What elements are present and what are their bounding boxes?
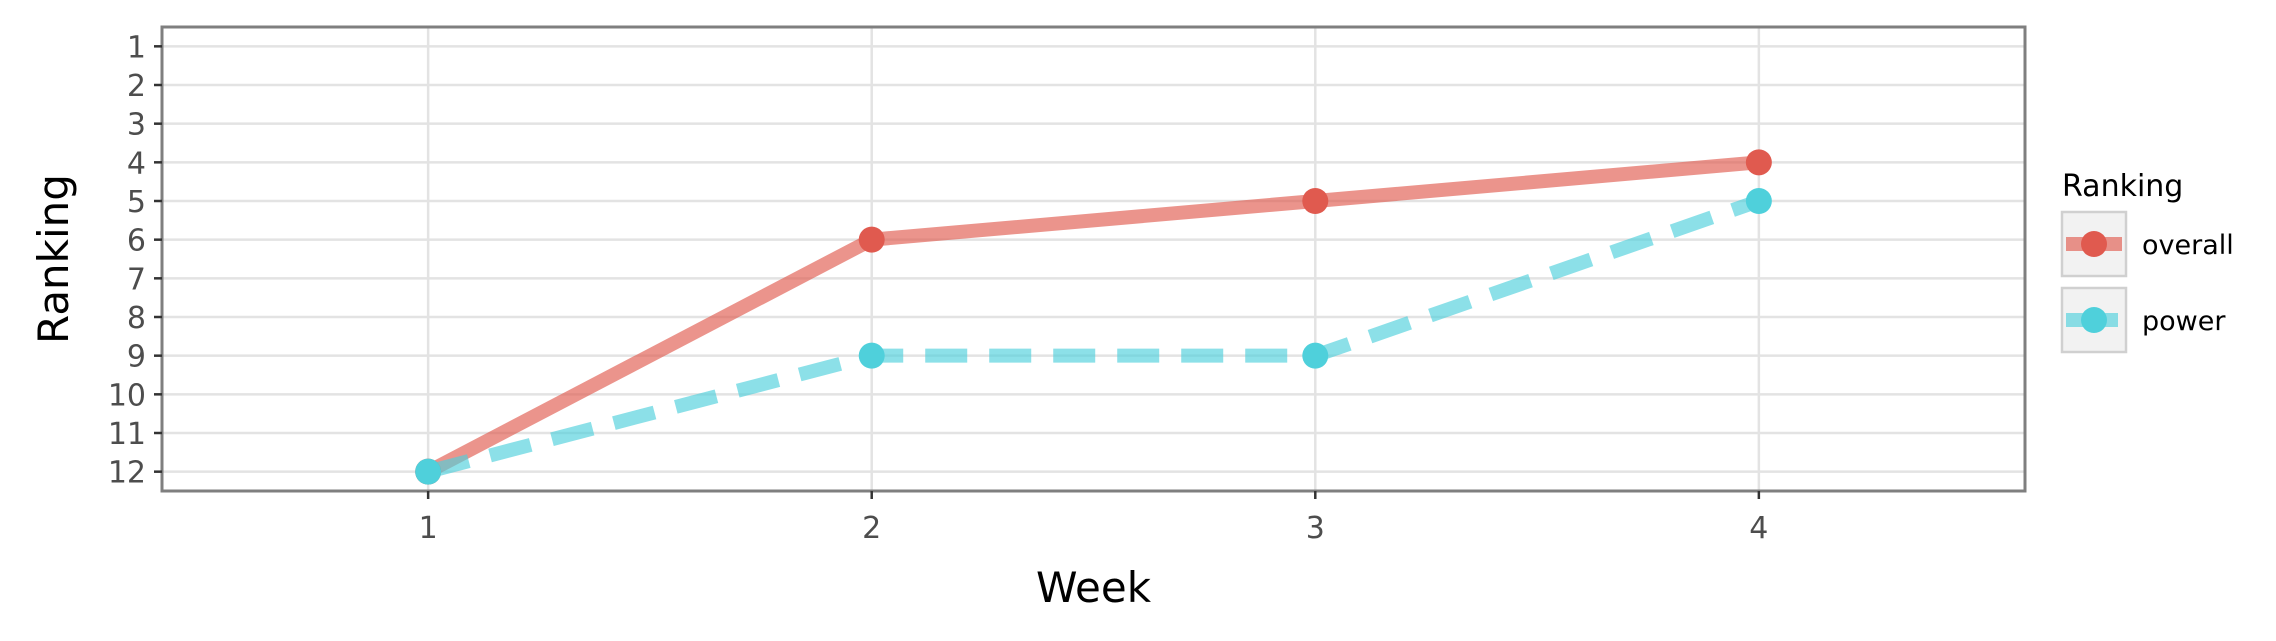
series-lines	[424, 155, 1762, 479]
grid	[162, 27, 2025, 491]
x-tick-label: 3	[1306, 511, 1325, 546]
legend: Ranking overall power	[2060, 169, 2234, 354]
legend-key-point	[2081, 231, 2107, 257]
legend-items: overall power	[2060, 210, 2234, 354]
y-tick-label: 3	[127, 108, 146, 143]
y-tick-label: 9	[127, 340, 146, 375]
legend-item-overall: overall	[2060, 210, 2234, 278]
series-point-power	[1302, 342, 1329, 369]
legend-label: overall	[2142, 230, 2234, 261]
series-point-power	[858, 342, 885, 369]
x-tick-label: 1	[419, 511, 438, 546]
legend-title: Ranking	[2062, 169, 2183, 204]
y-tick-label: 12	[108, 456, 146, 491]
legend-key-point	[2081, 307, 2107, 333]
series-point-power	[1745, 188, 1772, 214]
series-line-power	[426, 194, 1762, 479]
y-tick-label: 7	[127, 262, 146, 297]
series-point-overall	[1302, 188, 1329, 214]
y-tick-label: 10	[108, 378, 146, 413]
series-point-overall	[1745, 149, 1772, 176]
y-tick-label: 11	[108, 417, 146, 452]
y-tick-label: 8	[127, 301, 146, 336]
x-axis-title: Week	[1036, 563, 1152, 612]
series-line-overall	[424, 155, 1760, 478]
y-tick-label: 4	[127, 146, 146, 181]
series-point-overall	[858, 226, 885, 253]
legend-label: power	[2142, 306, 2226, 337]
y-tick-label: 6	[127, 224, 146, 259]
y-tick-label: 1	[127, 30, 146, 65]
x-axis-ticks: 1 2 3 4	[419, 491, 1768, 546]
legend-item-power: power	[2060, 286, 2226, 354]
x-tick-label: 2	[862, 511, 881, 546]
series-points	[415, 149, 1772, 485]
y-tick-label: 5	[127, 185, 146, 220]
series-point-power	[415, 458, 442, 485]
plot-panel-border	[160, 25, 2027, 493]
y-axis-title: Ranking	[29, 174, 78, 344]
y-tick-label: 2	[127, 69, 146, 104]
x-tick-label: 4	[1749, 511, 1768, 546]
